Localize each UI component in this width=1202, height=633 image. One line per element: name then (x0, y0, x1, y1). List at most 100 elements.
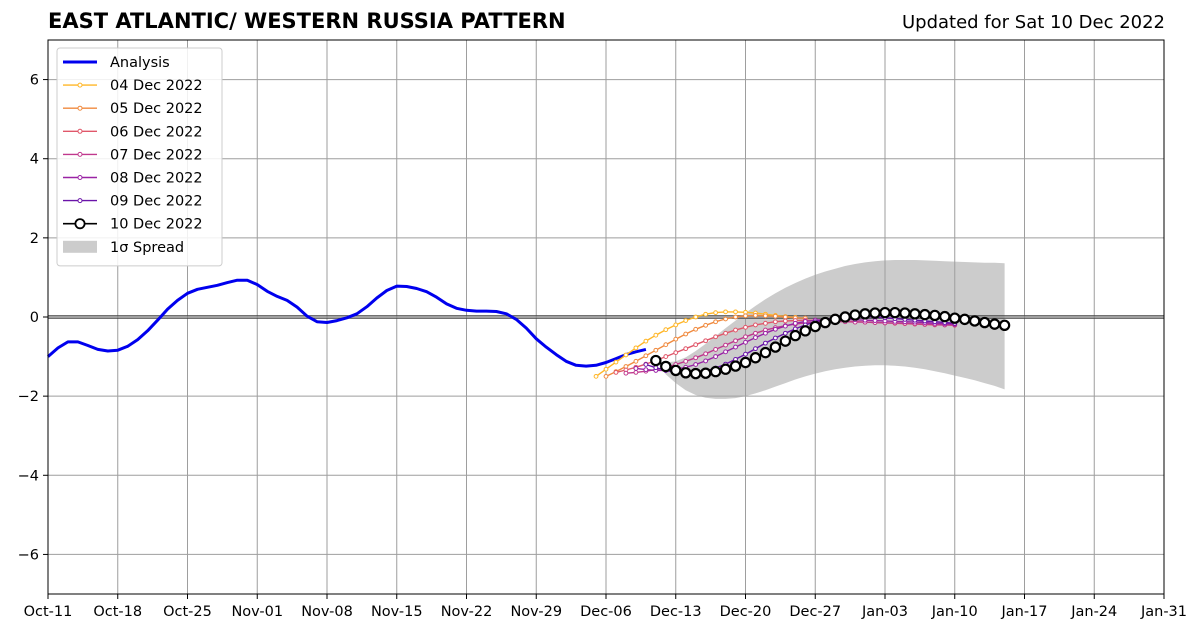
legend-label: 06 Dec 2022 (110, 124, 203, 140)
legend-marker (77, 82, 83, 88)
data-point (772, 313, 778, 319)
data-point (743, 313, 748, 319)
data-point (763, 313, 768, 319)
data-point (889, 306, 901, 319)
data-point (723, 309, 728, 315)
data-point (660, 360, 672, 373)
legend-entry-07-dec-2022: 07 Dec 2022 (63, 147, 203, 163)
updated-date: Updated for Sat 10 Dec 2022 (901, 12, 1165, 33)
x-tick-label: Dec-06 (580, 604, 632, 620)
data-point (763, 330, 768, 336)
data-point (680, 367, 692, 379)
data-point (978, 316, 991, 329)
data-point (713, 310, 719, 316)
data-point (670, 364, 682, 377)
data-point (763, 320, 768, 326)
data-point (693, 314, 699, 320)
legend-marker (77, 105, 83, 111)
data-point (723, 349, 728, 355)
data-point (998, 319, 1011, 332)
legend-label: 08 Dec 2022 (110, 171, 203, 187)
data-point (869, 307, 881, 319)
data-point (733, 327, 738, 333)
legend-swatch (63, 240, 97, 253)
data-point (693, 362, 699, 367)
data-point (713, 354, 719, 359)
data-point (703, 358, 709, 364)
y-tick-label: 4 (30, 152, 39, 168)
data-point (683, 331, 689, 337)
y-tick-label: 6 (30, 73, 39, 89)
data-point (633, 345, 639, 351)
data-point (819, 316, 831, 329)
legend-entry-10-dec-2022: 10 Dec 2022 (63, 217, 203, 233)
legend-marker (77, 128, 83, 134)
data-point (723, 316, 728, 322)
data-point (603, 366, 609, 372)
data-point (929, 309, 941, 322)
axis-labels-layer: Oct-11 Oct-18 Oct-25 Nov-01 Nov-08 Nov-15 Nov-… (18, 73, 1187, 620)
data-point (653, 365, 659, 371)
data-point (643, 338, 649, 344)
data-point (689, 367, 702, 380)
data-point (623, 370, 629, 376)
series-10-dec-2022 (650, 306, 1011, 380)
x-tick-label: Oct-18 (93, 604, 142, 620)
data-point (653, 332, 659, 338)
data-point (753, 322, 758, 328)
data-point (849, 309, 861, 321)
y-tick-label: 0 (30, 310, 39, 326)
legend-marker (77, 151, 83, 157)
data-point (753, 313, 758, 318)
data-point (949, 312, 961, 324)
data-point (753, 346, 758, 352)
data-point (650, 354, 662, 367)
data-point (663, 342, 669, 348)
data-point (789, 329, 802, 342)
legend-label: 10 Dec 2022 (110, 217, 203, 233)
legend-box (56, 47, 223, 267)
data-point (643, 367, 649, 373)
data-point (769, 341, 782, 353)
data-point (603, 373, 609, 379)
x-tick-label: Dec-20 (720, 604, 772, 620)
legend-entry-06-dec-2022: 06 Dec 2022 (63, 124, 203, 140)
data-point (703, 351, 709, 357)
data-point (753, 335, 758, 340)
data-point (772, 326, 778, 332)
data-point (633, 366, 639, 371)
series-analysis (47, 278, 647, 368)
data-point (729, 360, 742, 372)
data-point (879, 306, 891, 319)
data-point (749, 352, 762, 364)
data-point (613, 370, 619, 375)
legend-entry-05-dec-2022: 05 Dec 2022 (63, 101, 203, 117)
data-point (743, 324, 748, 330)
x-tick-label: Jan-17 (1000, 604, 1047, 620)
data-point (733, 338, 738, 344)
legend-label: 07 Dec 2022 (110, 147, 203, 163)
legend-entry-04-dec-2022: 04 Dec 2022 (63, 78, 203, 94)
data-point (693, 342, 699, 348)
y-tick-label: −4 (18, 468, 39, 484)
legend-label: Analysis (110, 55, 170, 71)
data-point (703, 311, 709, 317)
data-point (829, 313, 841, 326)
data-point (683, 346, 689, 352)
data-point (968, 315, 981, 327)
data-point (613, 359, 619, 365)
data-point (713, 319, 719, 325)
data-point (693, 355, 699, 361)
data-point (673, 322, 679, 328)
data-point (782, 314, 788, 320)
legend-marker (77, 175, 83, 180)
data-point (623, 352, 629, 358)
y-tick-label: 2 (30, 231, 39, 247)
y-tick-label: −6 (18, 547, 39, 563)
x-tick-label: Jan-31 (1140, 604, 1187, 620)
series-05-dec-2022 (603, 313, 808, 379)
data-point (743, 339, 748, 345)
x-tick-label: Jan-10 (931, 604, 978, 620)
legend-entry-analysis: Analysis (63, 55, 170, 71)
legend-label: 05 Dec 2022 (110, 101, 203, 117)
